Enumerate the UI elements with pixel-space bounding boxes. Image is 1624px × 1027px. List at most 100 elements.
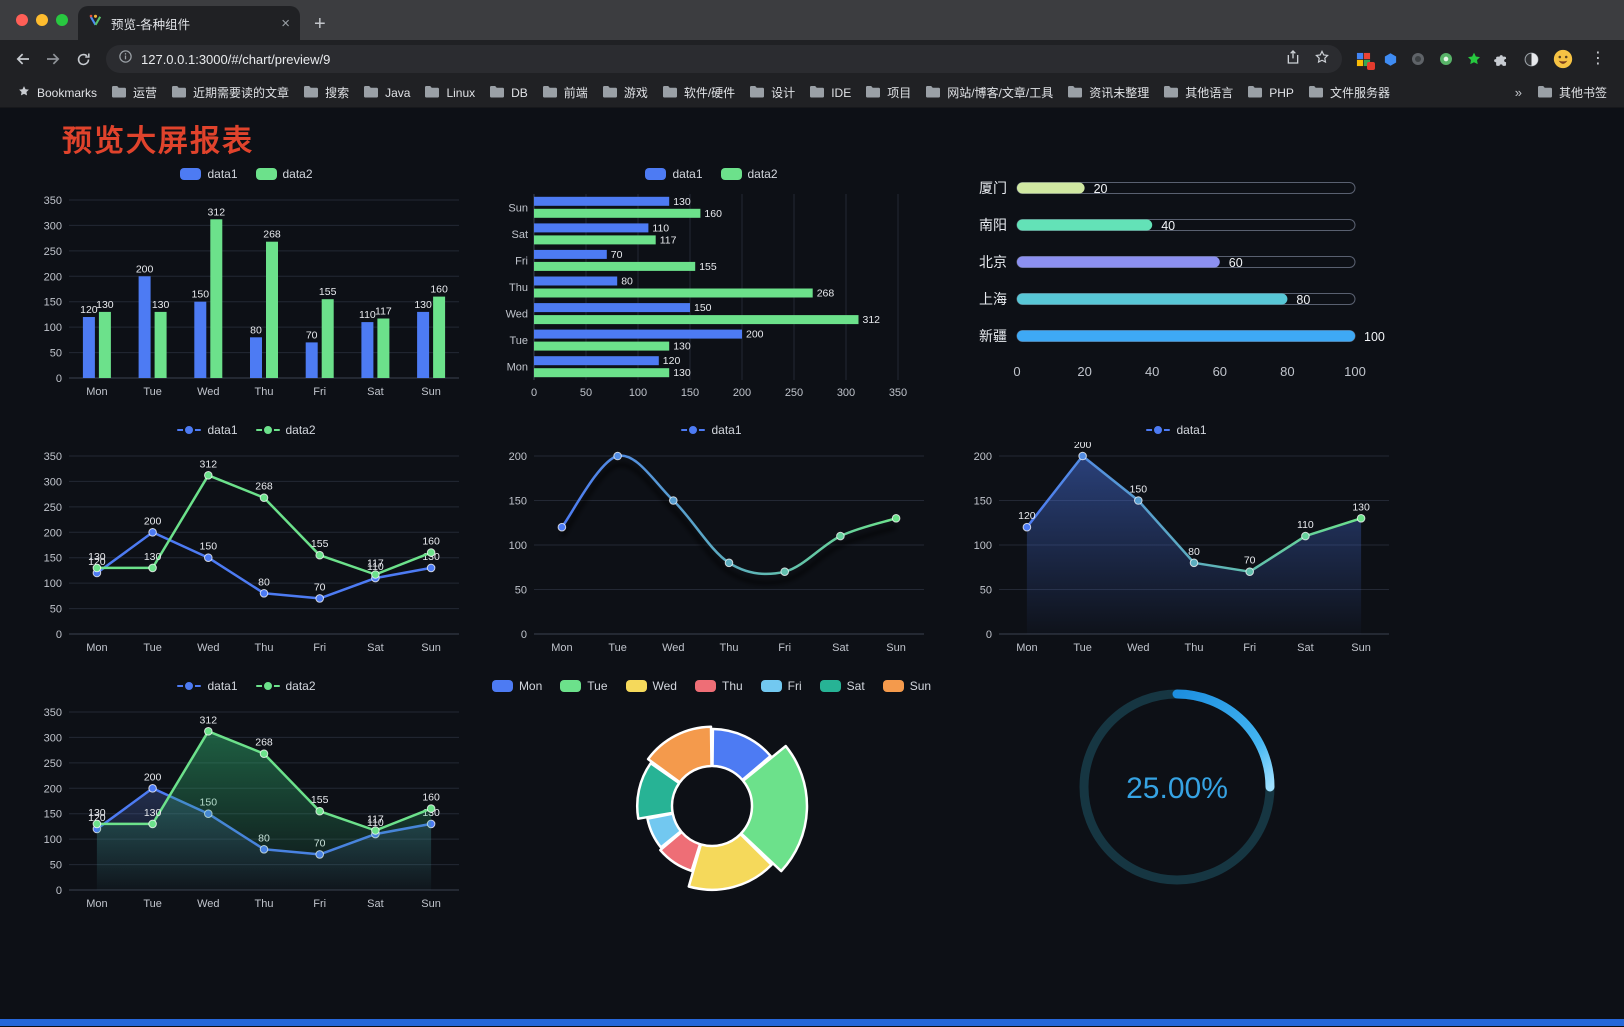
bookmark-folder[interactable]: 软件/硬件 — [655, 81, 742, 105]
url-text[interactable]: 127.0.0.1:3000/#/chart/preview/9 — [141, 51, 331, 67]
chart-capsule-bars[interactable]: 厦门 20 南阳 40 北京 60 上海 80 新疆 100 0 20 40 60 80 100 — [944, 164, 1409, 408]
svg-text:200: 200 — [143, 515, 161, 527]
profile-avatar[interactable] — [1552, 48, 1574, 70]
bookmark-folder[interactable]: 网站/博客/文章/工具 — [918, 81, 1060, 105]
horizontal-scrollbar[interactable] — [0, 1019, 1624, 1026]
bookmark-folder[interactable]: PHP — [1240, 81, 1301, 105]
svg-text:300: 300 — [43, 476, 61, 488]
bookmark-folder[interactable]: 游戏 — [595, 81, 655, 105]
bookmarks-overflow-chevron[interactable]: » — [1514, 85, 1522, 100]
legend-item[interactable]: Mon — [491, 679, 542, 693]
close-window-button[interactable] — [16, 14, 28, 26]
svg-text:50: 50 — [979, 585, 991, 597]
legend-item[interactable]: Sun — [882, 679, 931, 693]
chart-canvas: 0 50 100 150 200 250 300 350 Mon Tue Wed Thu Fri Sat S… — [505, 194, 907, 399]
legend-item[interactable]: data1 — [177, 423, 238, 437]
svg-text:155: 155 — [310, 794, 328, 806]
legend-item[interactable]: data1 — [645, 167, 703, 181]
legend-item[interactable]: Tue — [560, 679, 608, 693]
bookmark-folder[interactable]: 搜索 — [296, 81, 356, 105]
bookmark-folder[interactable]: IDE — [802, 81, 858, 105]
back-button[interactable] — [8, 44, 38, 74]
chart-grouped-bar[interactable]: data1 data2 0 50 100 150 200 250 300 350 Mon Tue Wed… — [14, 164, 479, 408]
svg-text:130: 130 — [88, 807, 106, 819]
chart-grouped-horizontal-bar[interactable]: data1 data2 0 50 100 150 200 250 300 350 Mon Tue Wed… — [479, 164, 944, 408]
svg-text:150: 150 — [694, 302, 712, 314]
new-tab-button[interactable]: + — [314, 13, 326, 35]
svg-text:117: 117 — [367, 814, 384, 826]
legend-item[interactable]: data1 — [177, 679, 238, 693]
puzzle-icon[interactable] — [1494, 51, 1511, 68]
site-info-icon[interactable] — [118, 49, 133, 69]
address-bar[interactable]: 127.0.0.1:3000/#/chart/preview/9 — [106, 45, 1342, 73]
bookmark-folder[interactable]: 项目 — [858, 81, 918, 105]
tab-close-icon[interactable]: × — [281, 14, 290, 32]
chart-rose-donut[interactable]: Mon Tue Wed Thu Fri Sat Sun — [479, 676, 944, 920]
bookmark-star-icon[interactable] — [1314, 49, 1330, 70]
svg-text:155: 155 — [318, 286, 336, 298]
browser-menu-icon[interactable]: ⋮ — [1590, 50, 1606, 67]
bookmark-label: 运营 — [133, 86, 158, 100]
bookmark-folder[interactable]: DB — [482, 81, 535, 105]
forward-button[interactable] — [38, 44, 68, 74]
legend-item[interactable]: Sat — [819, 679, 865, 693]
legend-item[interactable]: data1 — [180, 167, 238, 181]
extension-blue-icon[interactable] — [1383, 52, 1398, 67]
bookmark-folder[interactable]: Linux — [417, 81, 482, 105]
chart-two-line[interactable]: data1 data2 0 50 100 150 200 250 300 350 Mon Tue Wed… — [14, 420, 479, 664]
bookmark-folder[interactable]: 前端 — [535, 81, 595, 105]
other-bookmarks-folder[interactable]: 其他书签 — [1530, 81, 1614, 105]
svg-text:100: 100 — [628, 387, 646, 399]
svg-text:110: 110 — [652, 222, 669, 234]
bookmarks-bar: Bookmarks 运营 近期需要读的文章 搜索 Java Linux DB — [0, 78, 1624, 108]
chart-gradient-smooth-line[interactable]: data1 0 50 100 150 200 Mon Tue Wed Thu Fri Sat Sun — [479, 420, 944, 664]
theme-toggle-icon[interactable] — [1523, 51, 1540, 68]
svg-text:200: 200 — [508, 451, 526, 463]
bookmark-item-bookmarks[interactable]: Bookmarks — [10, 81, 104, 105]
bookmark-folder[interactable]: 近期需要读的文章 — [164, 81, 296, 105]
svg-text:100: 100 — [43, 578, 61, 590]
svg-text:300: 300 — [836, 387, 854, 399]
bookmark-folder[interactable]: 其他语言 — [1156, 81, 1240, 105]
bookmark-label: 文件服务器 — [1329, 86, 1390, 100]
svg-text:130: 130 — [143, 551, 161, 563]
minimize-window-button[interactable] — [36, 14, 48, 26]
svg-text:20: 20 — [1077, 364, 1091, 379]
page-title: 预览大屏报表 — [62, 125, 254, 158]
chart-progress-gauge[interactable]: 25.00% — [944, 676, 1409, 920]
svg-text:110: 110 — [367, 817, 384, 829]
svg-text:130: 130 — [1352, 501, 1370, 513]
bookmark-label: 前端 — [563, 86, 588, 100]
legend-item[interactable]: data2 — [720, 167, 778, 181]
reload-button[interactable] — [68, 44, 98, 74]
extension-star-icon[interactable] — [1466, 51, 1482, 67]
bookmark-label: 近期需要读的文章 — [193, 86, 290, 100]
extension-grid-icon[interactable] — [1356, 52, 1375, 70]
bookmark-folder[interactable]: 设计 — [742, 81, 802, 105]
legend-item[interactable]: Wed — [625, 679, 677, 693]
legend-item[interactable]: data1 — [681, 423, 742, 437]
chart-area-line[interactable]: data1 0 50 100 150 200 Mon Tue Wed Thu Fri Sat Sun 12… — [944, 420, 1409, 664]
extension-green-icon[interactable] — [1438, 51, 1454, 67]
bookmark-folder[interactable]: 文件服务器 — [1301, 81, 1397, 105]
svg-text:40: 40 — [1144, 364, 1158, 379]
extension-globe-icon[interactable] — [1410, 51, 1426, 67]
legend-item[interactable]: data2 — [255, 423, 316, 437]
folder-icon — [662, 85, 678, 101]
bookmark-folder[interactable]: 运营 — [104, 81, 164, 105]
browser-tab[interactable]: 预览-各种组件 × — [78, 6, 300, 40]
chart-two-line-area[interactable]: data1 data2 0 50 100 150 200 250 300 350 Mon Tue Wed… — [14, 676, 479, 920]
legend-item[interactable]: Thu — [694, 679, 743, 693]
share-icon[interactable] — [1285, 49, 1301, 70]
svg-text:50: 50 — [49, 860, 61, 872]
svg-text:150: 150 — [43, 553, 61, 565]
bookmark-folder[interactable]: 资讯未整理 — [1060, 81, 1156, 105]
legend-item[interactable]: data2 — [255, 167, 313, 181]
legend-item[interactable]: Fri — [760, 679, 802, 693]
legend-item[interactable]: data2 — [255, 679, 316, 693]
chart-canvas: 0 50 100 150 200 250 300 350 Mon Tue Wed Thu Fri Sat S… — [43, 195, 459, 398]
svg-text:150: 150 — [1129, 484, 1147, 496]
bookmark-folder[interactable]: Java — [356, 81, 417, 105]
fullscreen-window-button[interactable] — [56, 14, 68, 26]
legend-item[interactable]: data1 — [1146, 423, 1207, 437]
